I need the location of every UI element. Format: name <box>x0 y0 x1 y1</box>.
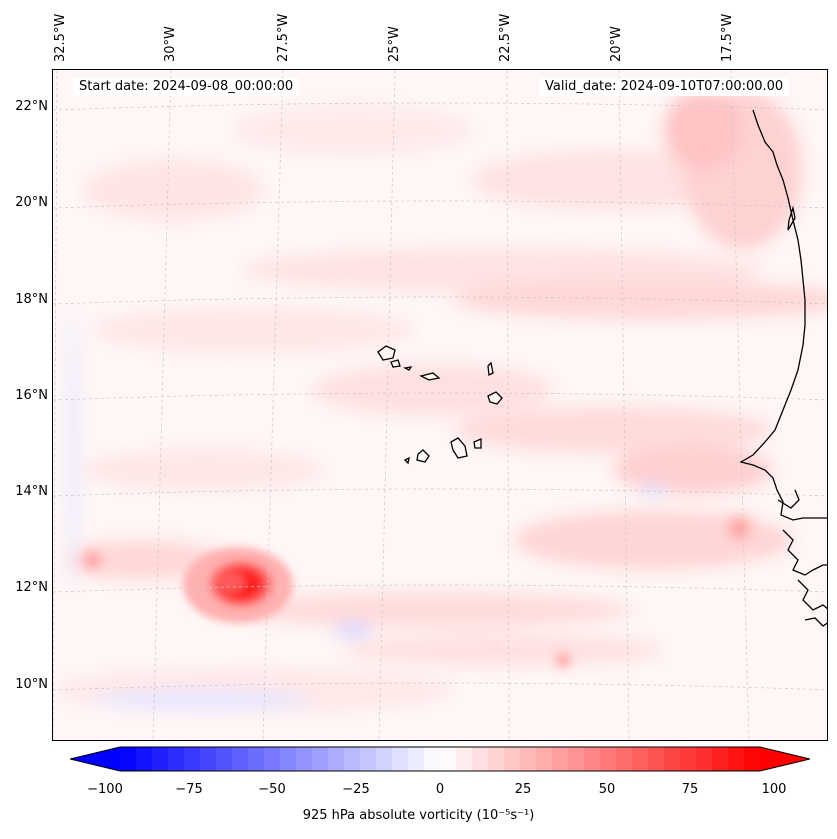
vorticity-hotspots <box>75 506 761 674</box>
vorticity-maximum <box>183 547 293 623</box>
colorbar-cell <box>168 747 185 771</box>
cabo-verde-islands <box>377 345 503 465</box>
colorbar-cell <box>504 747 521 771</box>
lat-label-10n: 10°N <box>15 677 48 692</box>
lat-label-14n: 14°N <box>15 484 48 499</box>
colorbar-cell <box>632 747 649 771</box>
colorbar-cell <box>136 747 153 771</box>
lon-label-27-5w: 27.5°W <box>276 13 291 62</box>
colorbar-tick-label: −100 <box>87 782 123 797</box>
graticule <box>53 70 827 740</box>
lat-label-16n: 16°N <box>15 388 48 403</box>
colorbar-extend-high <box>760 747 810 771</box>
lon-label-30w: 30°W <box>163 26 178 62</box>
valid-date-label: Valid_date: 2024-09-10T07:00:00.00 <box>539 78 790 96</box>
colorbar-cells <box>120 747 761 771</box>
colorbar-cell <box>248 747 265 771</box>
colorbar-cell <box>264 747 281 771</box>
lat-label-20n: 20°N <box>15 195 48 210</box>
colorbar-tick-label: 25 <box>514 782 532 797</box>
colorbar-cell <box>216 747 233 771</box>
colorbar-cell <box>312 747 329 771</box>
colorbar-cell <box>280 747 297 771</box>
colorbar-cell <box>728 747 745 771</box>
colorbar-cell <box>472 747 489 771</box>
colorbar-cell <box>664 747 681 771</box>
colorbar-cell <box>744 747 761 771</box>
lon-label-32-5w: 32.5°W <box>53 13 68 62</box>
colorbar-cell <box>536 747 553 771</box>
colorbar-cell <box>712 747 729 771</box>
colorbar-cell <box>648 747 665 771</box>
colorbar-cell <box>120 747 137 771</box>
colorbar-title: 925 hPa absolute vorticity (10⁻⁵s⁻¹) <box>302 808 535 823</box>
colorbar-extend-low <box>70 747 120 771</box>
start-date-label: Start date: 2024-09-08_00:00:00 <box>73 78 300 96</box>
lat-label-18n: 18°N <box>15 292 48 307</box>
colorbar-cell <box>152 747 169 771</box>
colorbar-tick-label: −75 <box>175 782 203 797</box>
vorticity-field <box>53 70 827 740</box>
colorbar-tick-label: 0 <box>435 782 445 797</box>
colorbar-cell <box>456 747 473 771</box>
colorbar-tick-label: −25 <box>342 782 370 797</box>
colorbar-cell <box>488 747 505 771</box>
vorticity-map <box>53 70 827 740</box>
colorbar-cell <box>328 747 345 771</box>
colorbar-tick-label: 100 <box>761 782 787 797</box>
colorbar-cell <box>600 747 617 771</box>
colorbar-tick-label: 75 <box>681 782 699 797</box>
colorbar-cell <box>520 747 537 771</box>
colorbar-cell <box>232 747 249 771</box>
colorbar-tick-label: 50 <box>598 782 616 797</box>
colorbar-cell <box>680 747 697 771</box>
colorbar-cell <box>360 747 377 771</box>
colorbar-cell <box>296 747 313 771</box>
lon-label-25w: 25°W <box>387 26 402 62</box>
lon-label-20w: 20°W <box>609 26 624 62</box>
colorbar-cell <box>392 747 409 771</box>
colorbar-cell <box>376 747 393 771</box>
colorbar-cell <box>440 747 457 771</box>
colorbar <box>69 744 811 774</box>
colorbar-cell <box>200 747 217 771</box>
colorbar-cell <box>584 747 601 771</box>
colorbar-cell <box>184 747 201 771</box>
colorbar-cell <box>552 747 569 771</box>
colorbar-cell <box>568 747 585 771</box>
coastline <box>739 109 827 627</box>
lat-label-22n: 22°N <box>15 99 48 114</box>
colorbar-cell <box>408 747 425 771</box>
lat-label-12n: 12°N <box>15 580 48 595</box>
colorbar-cell <box>696 747 713 771</box>
lon-label-22-5w: 22.5°W <box>498 13 513 62</box>
colorbar-cell <box>424 747 441 771</box>
colorbar-cell <box>344 747 361 771</box>
map-panel[interactable] <box>52 69 828 741</box>
colorbar-tick-label: −50 <box>258 782 286 797</box>
colorbar-cell <box>616 747 633 771</box>
lon-label-17-5w: 17.5°W <box>720 13 735 62</box>
